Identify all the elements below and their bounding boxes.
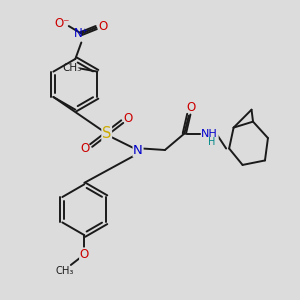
Text: CH₃: CH₃ [56, 266, 74, 276]
Text: N: N [133, 143, 143, 157]
Text: CH₃: CH₃ [62, 63, 82, 73]
Text: O: O [81, 142, 90, 155]
Text: O: O [80, 248, 89, 261]
Text: NH: NH [201, 129, 218, 139]
Text: O: O [124, 112, 133, 125]
Text: O⁻: O⁻ [54, 16, 70, 30]
Text: N⁺: N⁺ [74, 27, 89, 40]
Text: O: O [186, 101, 196, 114]
Text: O: O [98, 20, 107, 33]
Text: S: S [102, 126, 111, 141]
Text: H: H [208, 137, 216, 147]
